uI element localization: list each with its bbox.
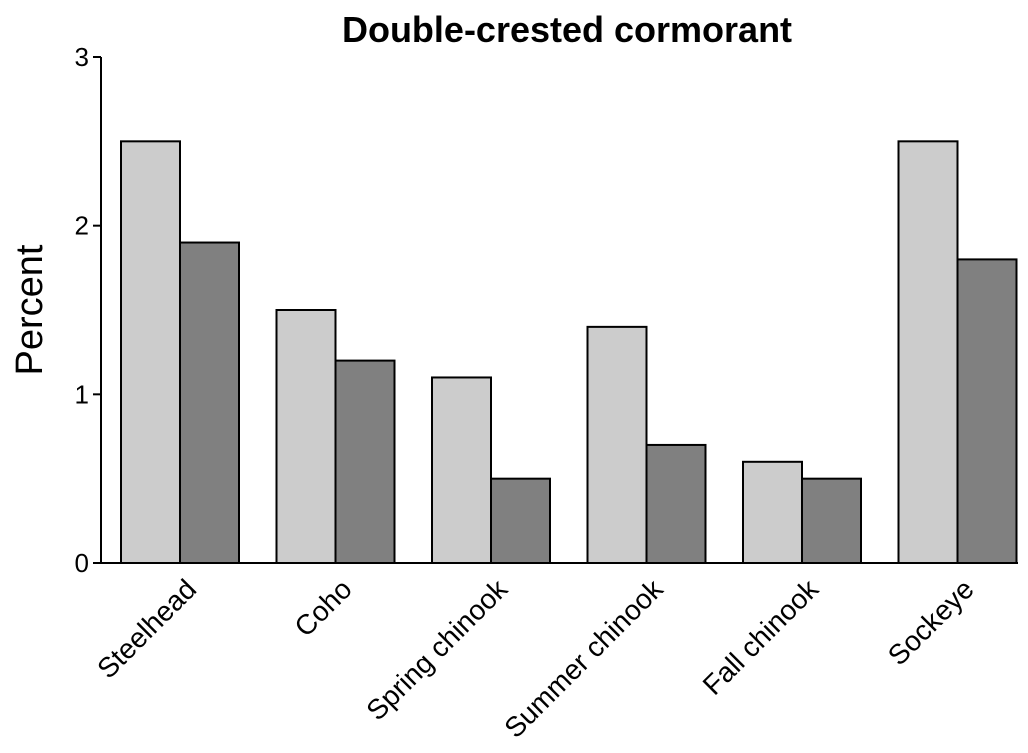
y-ticks-group: 0 1 2 3 [75, 42, 101, 578]
x-tick-label: Coho [288, 573, 357, 642]
x-tick-label: Sockeye [882, 573, 980, 671]
y-tick-label: 2 [75, 211, 89, 241]
y-tick-label: 3 [75, 42, 89, 72]
chart-title: Double-crested cormorant [342, 9, 792, 50]
bar-steelhead-series-1 [120, 140, 181, 564]
bar-coho-series-1 [275, 309, 337, 564]
y-axis-label: Percent [9, 244, 51, 375]
x-tick-label: Summer chinook [498, 573, 669, 744]
bar-fall-chinook-series-2 [801, 477, 862, 564]
bar-fall-chinook-series-1 [742, 460, 803, 564]
x-tick-label: Fall chinook [697, 573, 825, 701]
bar-summer-chinook-series-1 [586, 325, 648, 564]
x-tick-label: Steelhead [91, 573, 202, 684]
bar-spring-chinook-series-2 [490, 477, 551, 564]
y-tick-label: 1 [75, 379, 89, 409]
y-tick-label: 0 [75, 548, 89, 578]
bar-spring-chinook-series-1 [431, 376, 492, 565]
x-tick-label: Spring chinook [360, 573, 514, 727]
bar-sockeye-series-2 [956, 258, 1018, 564]
bar-coho-series-2 [334, 359, 396, 564]
bar-summer-chinook-series-2 [645, 443, 707, 564]
bar-steelhead-series-2 [179, 241, 240, 565]
bars-group [120, 140, 1018, 565]
bar-sockeye-series-1 [897, 140, 959, 564]
